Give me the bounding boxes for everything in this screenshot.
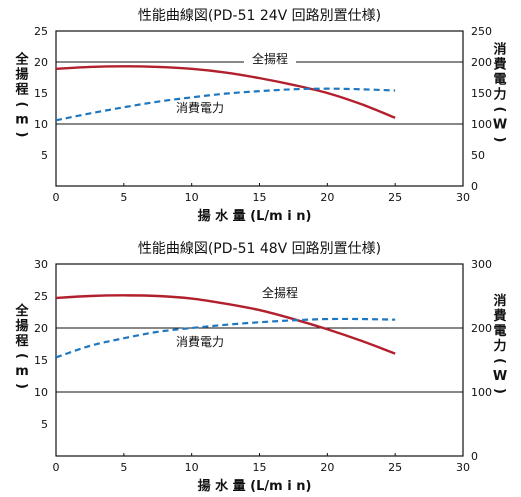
x-tick-label: 10 <box>185 461 199 474</box>
y-left-axis-label: 全 <box>14 52 29 68</box>
x-tick-label: 5 <box>120 461 127 474</box>
x-tick-label: 15 <box>253 191 267 204</box>
head-curve <box>55 65 396 119</box>
series-annotation: 消費電力 <box>176 334 224 349</box>
y-left-tick-label: 5 <box>41 149 48 162</box>
x-tick-label: 0 <box>53 461 60 474</box>
y-right-axis-label: 消 <box>493 42 506 58</box>
y-right-axis-label: W <box>493 118 507 133</box>
y-right-axis-label: ) <box>492 137 507 143</box>
chart-title: 性能曲線図(PD-51 24V 回路別置仕様) <box>138 8 381 24</box>
y-right-tick-label: 150 <box>471 87 492 100</box>
chart-1: 性能曲線図(PD-51 24V 回路別置仕様) 0 5 10 15 20 25 30 5 10 15… <box>14 8 507 224</box>
y-right-axis-label: ( <box>492 107 507 113</box>
power-curve <box>55 317 396 359</box>
y-left-tick-label: 5 <box>41 418 48 431</box>
y-left-axis-label: 程 <box>15 83 28 98</box>
y-left-axis-label: ( <box>14 353 29 359</box>
y-right-tick-label: 50 <box>471 149 485 162</box>
y-right-axis-label: 力 <box>493 338 506 354</box>
y-right-tick-label: 300 <box>471 258 492 271</box>
x-tick-label: 25 <box>388 191 402 204</box>
x-tick-label: 20 <box>320 461 334 474</box>
y-left-axis-label: 全 <box>14 303 29 319</box>
y-right-axis-label: ( <box>492 358 507 364</box>
y-right-axis-label: W <box>493 369 507 384</box>
y-left-axis-label: ( <box>14 102 29 108</box>
head-curve <box>55 294 396 355</box>
y-right-axis-label: 費 <box>493 308 506 324</box>
x-tick-label: 25 <box>388 461 402 474</box>
y-right-axis-label: 電 <box>493 73 506 88</box>
y-left-axis-label: 程 <box>15 334 28 349</box>
x-tick-label: 20 <box>320 191 334 204</box>
series-annotation: 消費電力 <box>176 100 224 115</box>
y-left-axis-label: 揚 <box>15 67 28 83</box>
label-bg <box>254 286 306 301</box>
y-right-tick-label: 100 <box>471 386 492 399</box>
x-axis-label: 揚 水 量 (L/m i n) <box>198 478 312 494</box>
y-right-axis-label: 力 <box>493 87 506 103</box>
series-annotation: 全揚程 <box>252 51 288 66</box>
x-tick-label: 30 <box>456 461 470 474</box>
y-right-tick-label: 0 <box>471 180 478 193</box>
y-left-axis-label: ) <box>14 383 29 389</box>
x-axis-label: 揚 水 量 (L/m i n) <box>198 208 312 224</box>
y-right-tick-label: 0 <box>471 450 478 463</box>
y-right-tick-label: 250 <box>471 25 492 38</box>
y-right-axis-label: 電 <box>493 324 506 339</box>
x-tick-label: 15 <box>253 461 267 474</box>
y-left-axis-label: m <box>15 113 29 128</box>
chart-title: 性能曲線図(PD-51 48V 回路別置仕様) <box>138 241 381 257</box>
y-right-axis-label: 消 <box>493 293 506 309</box>
y-right-tick-label: 200 <box>471 56 492 69</box>
y-left-tick-label: 25 <box>34 25 48 38</box>
y-right-axis-label: 費 <box>493 57 506 73</box>
power-curve <box>55 87 396 122</box>
x-tick-label: 5 <box>120 191 127 204</box>
y-right-tick-label: 100 <box>471 118 492 131</box>
y-left-tick-label: 25 <box>34 290 48 303</box>
y-left-axis-label: m <box>15 364 29 379</box>
x-tick-label: 10 <box>185 191 199 204</box>
y-left-tick-label: 30 <box>34 258 48 271</box>
y-left-tick-label: 20 <box>34 322 48 335</box>
y-right-axis-label: ) <box>492 388 507 394</box>
chart-2: 性能曲線図(PD-51 48V 回路別置仕様) 0 5 10 15 20 25 30 5 10 15… <box>14 241 507 494</box>
label-bg <box>244 52 296 67</box>
y-left-axis-label: ) <box>14 132 29 138</box>
y-left-tick-label: 15 <box>34 354 48 367</box>
x-tick-label: 30 <box>456 191 470 204</box>
y-left-tick-label: 10 <box>34 386 48 399</box>
y-left-tick-label: 10 <box>34 118 48 131</box>
x-tick-label: 0 <box>53 191 60 204</box>
series-annotation: 全揚程 <box>262 285 298 300</box>
y-left-axis-label: 揚 <box>15 318 28 334</box>
y-left-tick-label: 20 <box>34 56 48 69</box>
y-right-tick-label: 200 <box>471 322 492 335</box>
y-left-tick-label: 15 <box>34 87 48 100</box>
